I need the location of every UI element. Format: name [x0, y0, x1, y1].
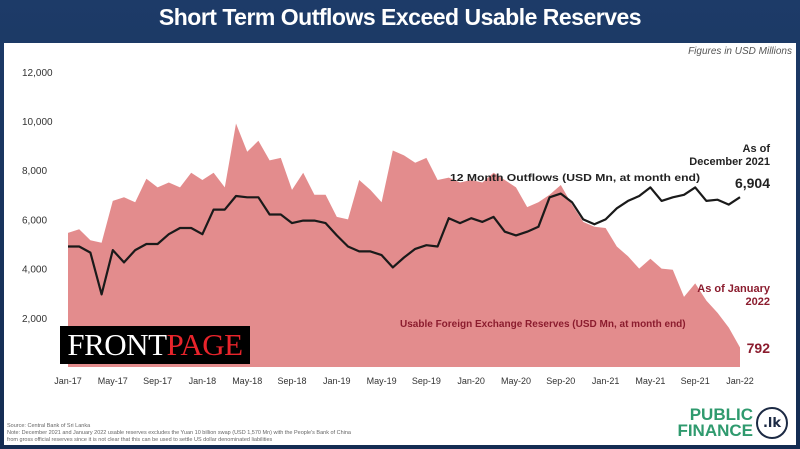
- x-tick-label: May-19: [367, 376, 397, 386]
- publicfinance-logo: PUBLIC FINANCE .lk: [677, 405, 788, 440]
- reserve-asof-date: 2022: [746, 296, 770, 308]
- source-line: Source: Central Bank of Sri Lanka: [7, 423, 91, 429]
- x-tick-label: Jan-21: [592, 376, 620, 386]
- x-tick-label: Sep-21: [681, 376, 710, 386]
- page-title: Short Term Outflows Exceed Usable Reserv…: [158, 4, 642, 30]
- y-tick-label: 6,000: [22, 215, 47, 226]
- lk-badge: .lk: [756, 407, 788, 439]
- x-tick-label: Jan-22: [726, 376, 754, 386]
- watermark-front: FRONT: [67, 327, 167, 362]
- x-tick-label: May-18: [232, 376, 262, 386]
- x-tick-label: Jan-17: [54, 376, 82, 386]
- x-tick-label: Sep-17: [143, 376, 172, 386]
- watermark-page: PAGE: [166, 327, 244, 362]
- note-line: from gross official reserves since it is…: [7, 437, 273, 443]
- y-tick-label: 10,000: [22, 117, 53, 128]
- reserve-label: Usable Foreign Exchange Reserves (USD Mn…: [400, 319, 686, 330]
- y-tick-label: 4,000: [22, 265, 47, 276]
- outflow-value: 6,904: [735, 175, 770, 191]
- source-note: Source: Central Bank of Sri Lanka Note: …: [7, 423, 647, 444]
- x-tick-label: Jan-20: [457, 376, 485, 386]
- x-tick-label: May-21: [635, 376, 665, 386]
- reserves-area: [68, 123, 740, 367]
- y-tick-label: 12,000: [22, 68, 53, 79]
- y-tick-label: 2,000: [22, 314, 47, 325]
- x-tick-label: May-17: [98, 376, 128, 386]
- outflow-label: 12 Month Outflows (USD Mn, at month end): [450, 173, 700, 184]
- reserve-value: 792: [747, 340, 771, 356]
- reserve-asof: As of January: [697, 283, 771, 295]
- units-note: Figures in USD Millions: [688, 46, 792, 57]
- note-line: Note: December 2021 and January 2022 usa…: [7, 430, 351, 436]
- x-tick-label: Sep-18: [277, 376, 306, 386]
- outflow-asof-date: December 2021: [689, 156, 770, 168]
- x-tick-label: Sep-20: [546, 376, 575, 386]
- x-tick-label: May-20: [501, 376, 531, 386]
- outflow-line: [68, 186, 741, 296]
- logo-line: PUBLIC: [689, 405, 753, 424]
- x-tick-label: Jan-19: [323, 376, 351, 386]
- x-tick-label: Jan-18: [189, 376, 217, 386]
- frontpage-watermark: FRONTPAGE: [60, 326, 250, 364]
- x-tick-label: Sep-19: [412, 376, 441, 386]
- logo-line: FINANCE: [677, 421, 753, 440]
- outflow-asof: As of: [743, 143, 771, 155]
- y-tick-label: 8,000: [22, 166, 47, 177]
